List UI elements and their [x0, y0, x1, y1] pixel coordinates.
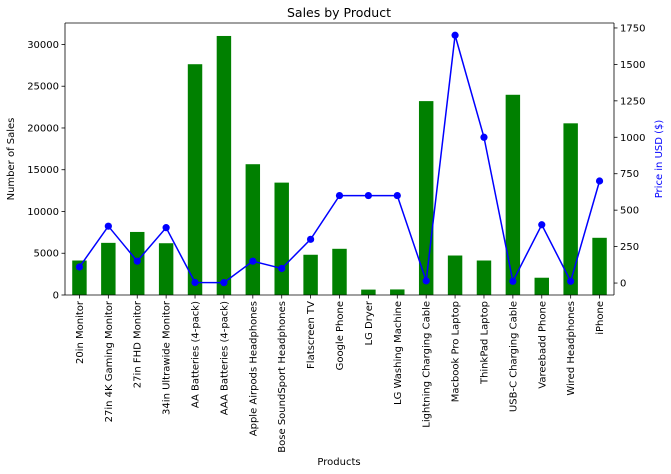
y2-tick-label-0: 0: [620, 279, 626, 290]
price-point-15: [509, 277, 517, 285]
price-point-9: [335, 191, 344, 200]
y-tick-label-5: 25000: [27, 82, 59, 93]
price-point-10: [364, 191, 372, 200]
price-point-1: [104, 222, 112, 230]
y2-tick-label-1: 250: [620, 242, 639, 253]
y-tick-label-0: 0: [53, 291, 59, 302]
x-tick-label-17: Wired Headphones: [566, 301, 577, 396]
price-point-8: [307, 235, 315, 243]
y2-tick-label-3: 750: [620, 169, 639, 180]
price-point-0: [75, 263, 84, 271]
bar-15: [505, 94, 521, 296]
y-tick-label-3: 15000: [27, 165, 59, 176]
y-tick-label-1: 5000: [34, 249, 59, 260]
bar-11: [390, 289, 405, 295]
x-tick-label-11: LG Washing Machine: [393, 301, 404, 405]
y-axis-ticks: 0 5000 10000 15000 20000 25000 30000: [27, 40, 65, 302]
bar-4: [187, 64, 203, 296]
price-point-4: [191, 278, 199, 287]
bar-0: [72, 260, 87, 295]
price-point-12: [422, 277, 430, 285]
y2-axis-ticks: 0 250 500 750 1000 1250 1500 1750: [614, 23, 645, 290]
y2-tick-label-7: 1750: [620, 23, 645, 34]
bar-10: [361, 289, 376, 295]
bar-13: [447, 255, 463, 295]
bar-16: [534, 277, 549, 295]
price-point-5: [220, 279, 228, 287]
bar-14: [476, 260, 492, 295]
price-line-series: [75, 31, 604, 287]
bar-6: [245, 164, 261, 295]
y2-tick-label-6: 1500: [620, 60, 645, 71]
price-point-14: [480, 133, 488, 141]
x-tick-label-12: Lightning Charging Cable: [422, 301, 433, 428]
x-tick-label-4: AA Batteries (4-pack): [191, 301, 202, 408]
y-tick-label-2: 10000: [27, 207, 59, 218]
x-tick-label-18: iPhone: [595, 301, 606, 335]
x-tick-label-0: 20in Monitor: [75, 300, 86, 364]
y-axis-label: Number of Sales: [6, 118, 17, 201]
x-tick-label-14: ThinkPad Laptop: [479, 301, 490, 385]
bar-1: [101, 242, 116, 295]
y2-axis-label: Price in USD ($): [654, 120, 665, 199]
x-tick-label-13: Macbook Pro Laptop: [451, 301, 462, 402]
bar-7: [274, 182, 289, 295]
x-tick-label-8: Flatscreen TV: [306, 301, 317, 369]
x-tick-label-3: 34in Ultrawide Monitor: [162, 300, 173, 415]
x-tick-label-7: Bose SoundSport Headphones: [277, 301, 288, 453]
y-tick-label-6: 30000: [27, 40, 59, 51]
bar-18: [592, 237, 607, 295]
x-tick-label-16: Vareebadd Phone: [537, 301, 548, 389]
bar-17: [563, 123, 578, 295]
x-tick-label-2: 27in FHD Monitor: [133, 300, 144, 388]
x-tick-label-15: USB-C Charging Cable: [508, 301, 519, 412]
x-axis-ticks: 20in Monitor 27in 4K Gaming Monitor 27in F…: [75, 295, 606, 453]
y-tick-label-4: 20000: [27, 123, 59, 134]
x-tick-label-6: Apple Airpods Headphones: [248, 301, 259, 436]
x-axis-label: Products: [317, 457, 360, 468]
x-tick-label-9: Google Phone: [335, 301, 346, 370]
x-tick-label-5: AAA Batteries (4-pack): [219, 301, 230, 415]
price-point-11: [393, 191, 401, 200]
price-point-17: [567, 277, 575, 285]
x-tick-label-1: 27in 4K Gaming Monitor: [104, 300, 115, 422]
x-tick-label-10: LG Dryer: [364, 300, 375, 345]
y2-tick-label-2: 500: [620, 206, 639, 217]
price-point-2: [133, 257, 141, 265]
y2-tick-label-5: 1250: [620, 96, 645, 107]
price-point-6: [249, 257, 257, 265]
bar-9: [332, 248, 347, 295]
bar-5: [216, 35, 232, 295]
price-point-18: [595, 177, 604, 185]
price-point-13: [451, 31, 459, 39]
bar-8: [303, 254, 318, 295]
price-point-16: [538, 221, 546, 229]
bar-3: [158, 243, 174, 295]
y2-tick-label-4: 1000: [620, 133, 645, 144]
chart-title: Sales by Product: [287, 5, 391, 20]
price-point-7: [278, 264, 286, 273]
price-point-3: [162, 224, 170, 232]
